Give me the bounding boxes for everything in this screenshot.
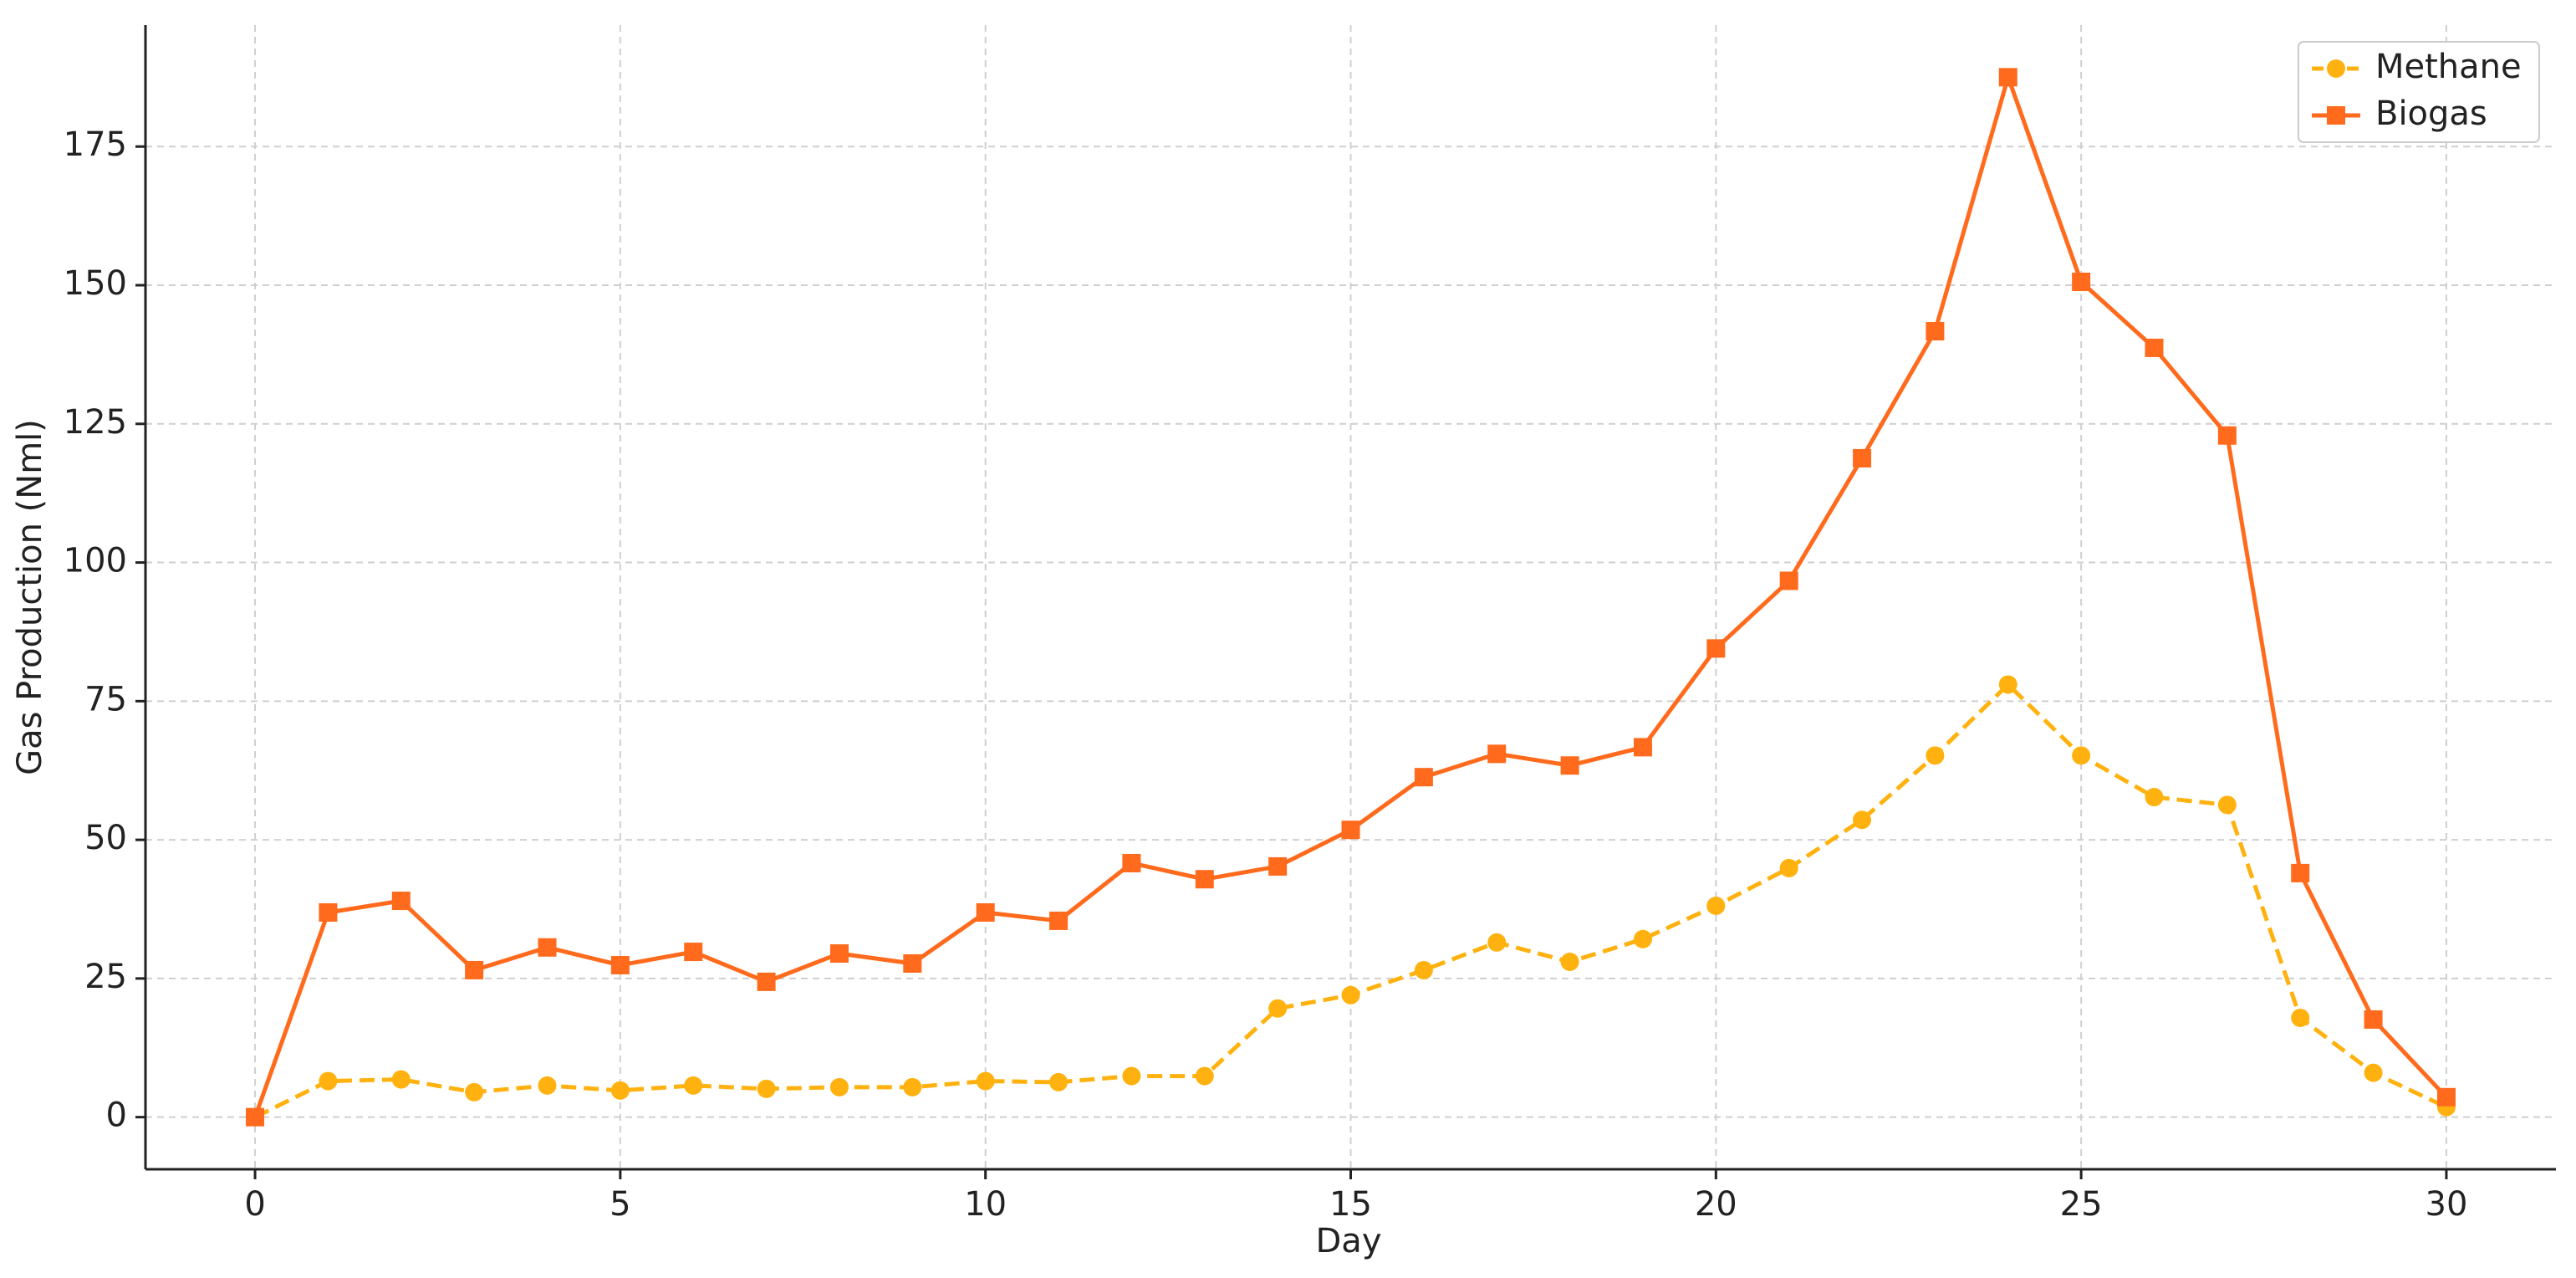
data-point <box>1633 929 1652 948</box>
series-line <box>252 70 2448 1118</box>
data-point <box>1049 1072 1069 1091</box>
data-point <box>1268 999 1288 1018</box>
data-point <box>903 1077 922 1097</box>
data-point <box>1268 856 1288 876</box>
data-point <box>684 943 703 962</box>
x-tick-label: 0 <box>244 1185 265 1224</box>
data-point <box>2364 1063 2383 1082</box>
data-point <box>465 960 484 979</box>
legend-label: Biogas <box>2375 95 2487 133</box>
data-point <box>2072 746 2091 765</box>
data-point <box>829 1077 849 1097</box>
data-point <box>1853 810 1872 830</box>
data-point <box>757 972 776 991</box>
data-point <box>1926 322 1945 341</box>
legend-label: Methane <box>2375 48 2522 86</box>
data-point <box>1195 1066 1214 1086</box>
data-point <box>319 902 338 922</box>
data-point <box>1998 675 2017 694</box>
y-tick-label: 50 <box>84 819 127 857</box>
data-point <box>391 1070 411 1089</box>
data-point <box>1414 768 1433 787</box>
data-point <box>1779 571 1798 590</box>
series-line <box>253 681 2448 1119</box>
data-point <box>1195 870 1214 889</box>
y-tick-label: 0 <box>106 1097 127 1135</box>
data-point <box>391 892 411 911</box>
y-tick-label: 75 <box>84 680 127 718</box>
data-point <box>1414 960 1433 979</box>
data-point <box>2072 273 2091 292</box>
legend-marker <box>2327 59 2345 78</box>
data-point <box>2364 1010 2383 1029</box>
data-point <box>1560 756 1579 775</box>
data-point <box>1341 985 1360 1005</box>
data-point <box>1122 1066 1141 1086</box>
data-point <box>610 955 630 974</box>
data-point <box>1633 738 1652 757</box>
data-point <box>2217 426 2237 445</box>
data-point <box>1560 952 1579 971</box>
data-point <box>319 1071 338 1091</box>
x-tick-label: 5 <box>610 1185 630 1224</box>
data-point <box>2291 1008 2310 1027</box>
data-point <box>2145 338 2164 357</box>
y-tick-label: 125 <box>64 403 127 442</box>
data-point <box>1341 820 1360 840</box>
data-point <box>1706 897 1726 916</box>
data-point <box>465 1082 484 1102</box>
y-axis-label: Gas Production (Nml) <box>11 419 49 775</box>
data-point <box>2291 863 2310 882</box>
data-point <box>1487 744 1507 764</box>
data-point <box>1779 858 1798 877</box>
y-tick-label: 150 <box>64 264 127 303</box>
x-tick-label: 30 <box>2426 1185 2468 1224</box>
y-tick-label: 100 <box>64 542 127 580</box>
data-point <box>1706 639 1726 658</box>
legend-marker <box>2327 106 2345 125</box>
data-point <box>538 938 557 957</box>
data-point <box>684 1076 703 1095</box>
x-tick-label: 20 <box>1695 1185 1737 1224</box>
data-point <box>1122 853 1141 872</box>
data-point <box>610 1081 630 1100</box>
x-tick-label: 15 <box>1329 1185 1372 1224</box>
data-point <box>1998 68 2017 87</box>
data-point <box>538 1076 557 1095</box>
data-point <box>976 902 995 922</box>
data-point <box>2436 1087 2456 1107</box>
x-tick-label: 25 <box>2060 1185 2103 1224</box>
data-point <box>1926 746 1945 765</box>
x-tick-label: 10 <box>964 1185 1007 1224</box>
data-point <box>903 953 922 973</box>
y-tick-label: 25 <box>84 958 127 996</box>
y-tick-label: 175 <box>64 125 127 164</box>
data-point <box>1049 911 1069 930</box>
data-point <box>2217 795 2237 815</box>
data-point <box>976 1071 995 1091</box>
data-point <box>2145 788 2164 807</box>
data-point <box>829 944 849 964</box>
data-point <box>1853 448 1872 468</box>
data-point <box>1487 933 1507 952</box>
data-point <box>757 1079 776 1098</box>
data-point <box>246 1107 265 1127</box>
x-axis-label: Day <box>1316 1222 1382 1260</box>
